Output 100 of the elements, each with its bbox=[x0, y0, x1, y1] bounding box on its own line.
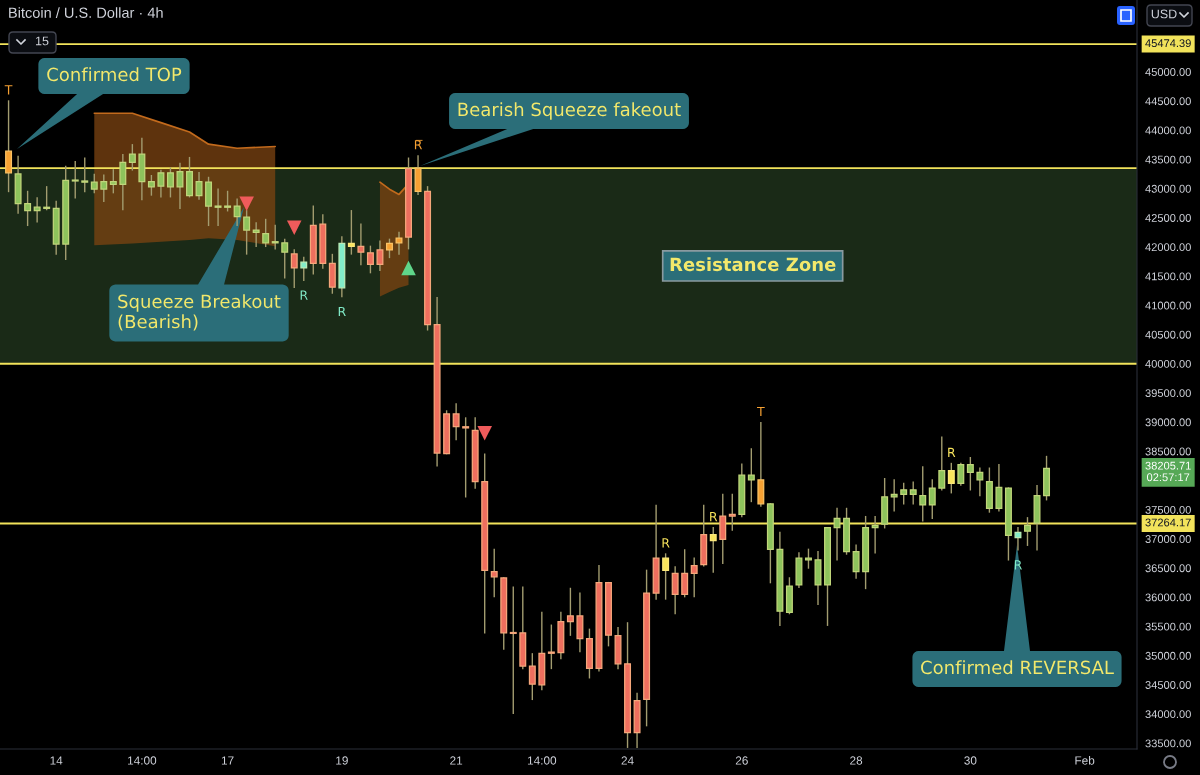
candlestick bbox=[662, 553, 670, 600]
candlestick bbox=[833, 507, 841, 561]
candlestick bbox=[5, 100, 13, 193]
candlestick bbox=[290, 249, 298, 288]
ref-line-label: 45474.39 bbox=[1145, 39, 1191, 48]
candlestick bbox=[147, 175, 155, 196]
candlestick bbox=[509, 586, 517, 715]
y-tick-label: 34500.00 bbox=[1145, 681, 1191, 689]
candlestick bbox=[995, 464, 1003, 512]
candlestick bbox=[566, 587, 574, 636]
annotation: Bearish Squeeze fakeout bbox=[458, 102, 681, 120]
candlestick bbox=[233, 198, 241, 227]
candlestick bbox=[186, 156, 193, 198]
y-tick-label: 43000.00 bbox=[1145, 184, 1191, 193]
annotation: Confirmed REVERSAL bbox=[921, 660, 1114, 675]
candlestick bbox=[947, 462, 955, 494]
candlestick bbox=[71, 161, 79, 199]
candlestick bbox=[747, 448, 755, 503]
y-tick-label: 44000.00 bbox=[1145, 126, 1191, 135]
annotation: R bbox=[300, 290, 308, 300]
y-tick-label: 41000.00 bbox=[1145, 301, 1191, 310]
candlestick bbox=[176, 162, 184, 210]
x-tick-label: 14:00 bbox=[128, 756, 157, 765]
y-tick-label: 35000.00 bbox=[1145, 651, 1191, 660]
candlestick bbox=[890, 479, 898, 512]
candlestick bbox=[224, 190, 232, 212]
candlestick bbox=[81, 157, 89, 193]
annotation: R bbox=[338, 306, 346, 317]
candlestick bbox=[757, 421, 765, 507]
y-tick-label: 36500.00 bbox=[1145, 564, 1191, 573]
candlestick bbox=[328, 253, 336, 294]
x-tick-label: 21 bbox=[450, 756, 463, 765]
candlestick bbox=[709, 527, 717, 573]
y-tick-label: 45000.00 bbox=[1145, 68, 1191, 76]
candlestick bbox=[195, 172, 203, 200]
x-tick-label: 28 bbox=[850, 756, 863, 765]
candlestick bbox=[100, 174, 108, 203]
candlestick bbox=[919, 466, 927, 522]
annotation: T bbox=[757, 407, 765, 417]
candlestick bbox=[976, 467, 984, 497]
y-tick-label: 34000.00 bbox=[1145, 710, 1191, 719]
candlestick bbox=[214, 188, 222, 227]
candlestick bbox=[547, 624, 555, 670]
x-tick-label: 14:00 bbox=[527, 756, 557, 765]
candlestick bbox=[938, 436, 946, 491]
candlestick bbox=[90, 173, 98, 194]
candlestick bbox=[281, 238, 289, 279]
candlestick bbox=[490, 548, 498, 598]
candlestick bbox=[719, 493, 727, 565]
x-tick-label: 14 bbox=[50, 756, 63, 765]
candlestick bbox=[966, 456, 974, 491]
ref-line-label: 37264.17 bbox=[1145, 518, 1191, 527]
candlestick bbox=[528, 653, 536, 701]
band-label: Resistance Zone bbox=[670, 257, 836, 272]
annotation: Squeeze Breakout (Bearish) bbox=[118, 294, 281, 331]
candlestick bbox=[1014, 527, 1022, 551]
chart-title: Bitcoin / U.S. Dollar · 4h bbox=[9, 7, 163, 18]
candlestick bbox=[128, 144, 136, 171]
candlestick bbox=[462, 417, 470, 498]
candlestick bbox=[1024, 517, 1031, 546]
y-tick-label: 42000.00 bbox=[1145, 243, 1191, 252]
candlestick bbox=[690, 557, 698, 598]
x-tick-label: 26 bbox=[735, 756, 748, 765]
candlestick bbox=[385, 238, 393, 259]
candlestick bbox=[119, 154, 127, 211]
candlestick bbox=[357, 223, 365, 266]
candlestick bbox=[271, 224, 279, 250]
y-tick-label: 33500.00 bbox=[1145, 739, 1191, 748]
candlestick bbox=[205, 176, 213, 227]
candlestick bbox=[871, 515, 879, 554]
x-tick-label: 17 bbox=[221, 756, 234, 765]
annotation: 15 bbox=[36, 36, 49, 46]
x-tick-label: 24 bbox=[621, 756, 634, 765]
candlestick bbox=[376, 240, 384, 271]
y-tick-label: 37500.00 bbox=[1145, 505, 1191, 514]
y-tick-label: 40500.00 bbox=[1145, 330, 1191, 339]
candlestick bbox=[804, 548, 812, 569]
candlestick bbox=[243, 210, 251, 255]
x-tick-label: Feb bbox=[1075, 756, 1095, 765]
candlestick bbox=[452, 403, 460, 441]
annotation: T bbox=[4, 85, 13, 95]
y-tick-label: 42500.00 bbox=[1145, 214, 1191, 222]
candlestick bbox=[157, 169, 165, 198]
candlestick bbox=[366, 245, 374, 274]
candlestick bbox=[852, 544, 860, 579]
y-tick-label: 39500.00 bbox=[1145, 389, 1191, 398]
candlestick bbox=[109, 169, 117, 194]
y-tick-label: 37000.00 bbox=[1145, 535, 1191, 543]
annotation: R bbox=[662, 538, 670, 548]
candlestick bbox=[957, 462, 965, 486]
y-tick-label: 38500.00 bbox=[1145, 447, 1191, 456]
text: 38205.71 02:57:17 bbox=[1145, 461, 1191, 482]
candlestick bbox=[347, 210, 355, 255]
y-tick-label: 43500.00 bbox=[1145, 155, 1191, 164]
candlestick bbox=[909, 481, 917, 505]
candlestick bbox=[43, 186, 51, 211]
candlestick bbox=[262, 218, 270, 248]
y-tick-label: 44500.00 bbox=[1145, 97, 1191, 106]
candlestick bbox=[395, 231, 403, 255]
candlestick bbox=[576, 592, 584, 653]
